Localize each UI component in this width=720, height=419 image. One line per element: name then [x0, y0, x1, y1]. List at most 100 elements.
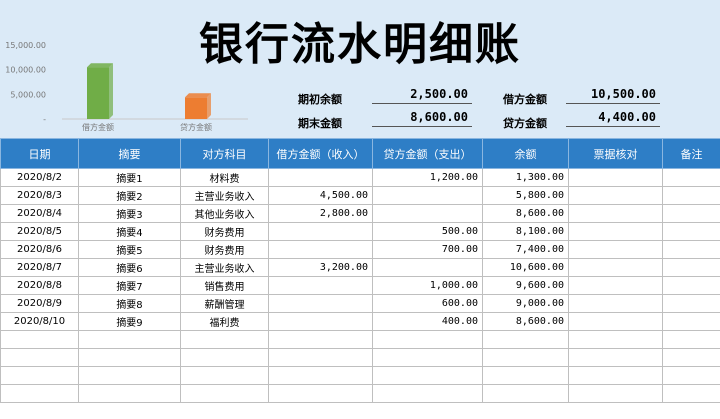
- debit-cell[interactable]: [268, 276, 373, 295]
- voucher-check-cell[interactable]: [568, 312, 663, 331]
- voucher-check-cell[interactable]: [568, 222, 663, 241]
- balance-cell[interactable]: 8,100.00: [482, 222, 569, 241]
- date-cell[interactable]: 2020/8/5: [0, 222, 79, 241]
- summary-cell[interactable]: [78, 330, 181, 349]
- balance-cell[interactable]: [482, 330, 569, 349]
- credit-cell[interactable]: [372, 204, 483, 223]
- balance-cell[interactable]: 7,400.00: [482, 240, 569, 259]
- summary-cell[interactable]: 摘要5: [78, 240, 181, 259]
- debit-cell[interactable]: 2,800.00: [268, 204, 373, 223]
- summary-cell[interactable]: 摘要9: [78, 312, 181, 331]
- notes-cell[interactable]: [662, 294, 720, 313]
- date-cell[interactable]: [0, 366, 79, 385]
- voucher-check-cell[interactable]: [568, 240, 663, 259]
- date-cell[interactable]: [0, 348, 79, 367]
- counter-account-cell[interactable]: 主营业务收入: [180, 186, 269, 205]
- balance-cell[interactable]: 1,300.00: [482, 168, 569, 187]
- voucher-check-cell[interactable]: [568, 366, 663, 385]
- credit-cell[interactable]: 500.00: [372, 222, 483, 241]
- notes-cell[interactable]: [662, 384, 720, 403]
- credit-cell[interactable]: 1,200.00: [372, 168, 483, 187]
- date-cell[interactable]: 2020/8/2: [0, 168, 79, 187]
- counter-account-cell[interactable]: 销售费用: [180, 276, 269, 295]
- balance-cell[interactable]: 5,800.00: [482, 186, 569, 205]
- debit-cell[interactable]: [268, 222, 373, 241]
- balance-cell[interactable]: 9,600.00: [482, 276, 569, 295]
- balance-cell[interactable]: 9,000.00: [482, 294, 569, 313]
- header-date[interactable]: 日期: [0, 138, 79, 169]
- summary-cell[interactable]: 摘要3: [78, 204, 181, 223]
- debit-cell[interactable]: [268, 348, 373, 367]
- header-voucher-check[interactable]: 票据核对: [568, 138, 663, 169]
- summary-cell[interactable]: 摘要4: [78, 222, 181, 241]
- date-cell[interactable]: 2020/8/9: [0, 294, 79, 313]
- notes-cell[interactable]: [662, 240, 720, 259]
- notes-cell[interactable]: [662, 348, 720, 367]
- summary-cell[interactable]: 摘要1: [78, 168, 181, 187]
- balance-cell[interactable]: [482, 348, 569, 367]
- counter-account-cell[interactable]: [180, 330, 269, 349]
- balance-cell[interactable]: 10,600.00: [482, 258, 569, 277]
- voucher-check-cell[interactable]: [568, 384, 663, 403]
- summary-cell[interactable]: 摘要6: [78, 258, 181, 277]
- credit-cell[interactable]: 700.00: [372, 240, 483, 259]
- counter-account-cell[interactable]: 财务费用: [180, 222, 269, 241]
- counter-account-cell[interactable]: 材料费: [180, 168, 269, 187]
- header-balance[interactable]: 余额: [482, 138, 569, 169]
- voucher-check-cell[interactable]: [568, 258, 663, 277]
- notes-cell[interactable]: [662, 204, 720, 223]
- notes-cell[interactable]: [662, 258, 720, 277]
- header-notes[interactable]: 备注: [662, 138, 720, 169]
- date-cell[interactable]: 2020/8/3: [0, 186, 79, 205]
- debit-cell[interactable]: [268, 168, 373, 187]
- counter-account-cell[interactable]: 财务费用: [180, 240, 269, 259]
- voucher-check-cell[interactable]: [568, 276, 663, 295]
- balance-cell[interactable]: [482, 366, 569, 385]
- counter-account-cell[interactable]: 福利费: [180, 312, 269, 331]
- credit-cell[interactable]: 1,000.00: [372, 276, 483, 295]
- notes-cell[interactable]: [662, 366, 720, 385]
- header-credit[interactable]: 贷方金额（支出）: [372, 138, 483, 169]
- credit-cell[interactable]: [372, 348, 483, 367]
- date-cell[interactable]: 2020/8/7: [0, 258, 79, 277]
- voucher-check-cell[interactable]: [568, 204, 663, 223]
- summary-cell[interactable]: 摘要7: [78, 276, 181, 295]
- debit-cell[interactable]: 3,200.00: [268, 258, 373, 277]
- debit-cell[interactable]: [268, 366, 373, 385]
- date-cell[interactable]: 2020/8/8: [0, 276, 79, 295]
- credit-cell[interactable]: 400.00: [372, 312, 483, 331]
- counter-account-cell[interactable]: 主营业务收入: [180, 258, 269, 277]
- counter-account-cell[interactable]: [180, 384, 269, 403]
- debit-cell[interactable]: [268, 294, 373, 313]
- counter-account-cell[interactable]: 其他业务收入: [180, 204, 269, 223]
- notes-cell[interactable]: [662, 312, 720, 331]
- debit-cell[interactable]: [268, 240, 373, 259]
- summary-cell[interactable]: 摘要2: [78, 186, 181, 205]
- notes-cell[interactable]: [662, 222, 720, 241]
- notes-cell[interactable]: [662, 168, 720, 187]
- credit-cell[interactable]: [372, 366, 483, 385]
- credit-cell[interactable]: [372, 258, 483, 277]
- summary-cell[interactable]: 摘要8: [78, 294, 181, 313]
- balance-cell[interactable]: 8,600.00: [482, 204, 569, 223]
- summary-cell[interactable]: [78, 384, 181, 403]
- summary-cell[interactable]: [78, 366, 181, 385]
- notes-cell[interactable]: [662, 186, 720, 205]
- header-debit[interactable]: 借方金额（收入）: [268, 138, 373, 169]
- voucher-check-cell[interactable]: [568, 168, 663, 187]
- credit-cell[interactable]: [372, 330, 483, 349]
- header-summary[interactable]: 摘要: [78, 138, 181, 169]
- debit-cell[interactable]: [268, 384, 373, 403]
- counter-account-cell[interactable]: 薪酬管理: [180, 294, 269, 313]
- notes-cell[interactable]: [662, 330, 720, 349]
- debit-cell[interactable]: 4,500.00: [268, 186, 373, 205]
- header-counter-account[interactable]: 对方科目: [180, 138, 269, 169]
- debit-cell[interactable]: [268, 312, 373, 331]
- balance-cell[interactable]: 8,600.00: [482, 312, 569, 331]
- credit-cell[interactable]: 600.00: [372, 294, 483, 313]
- date-cell[interactable]: [0, 330, 79, 349]
- voucher-check-cell[interactable]: [568, 186, 663, 205]
- debit-cell[interactable]: [268, 330, 373, 349]
- balance-cell[interactable]: [482, 384, 569, 403]
- counter-account-cell[interactable]: [180, 348, 269, 367]
